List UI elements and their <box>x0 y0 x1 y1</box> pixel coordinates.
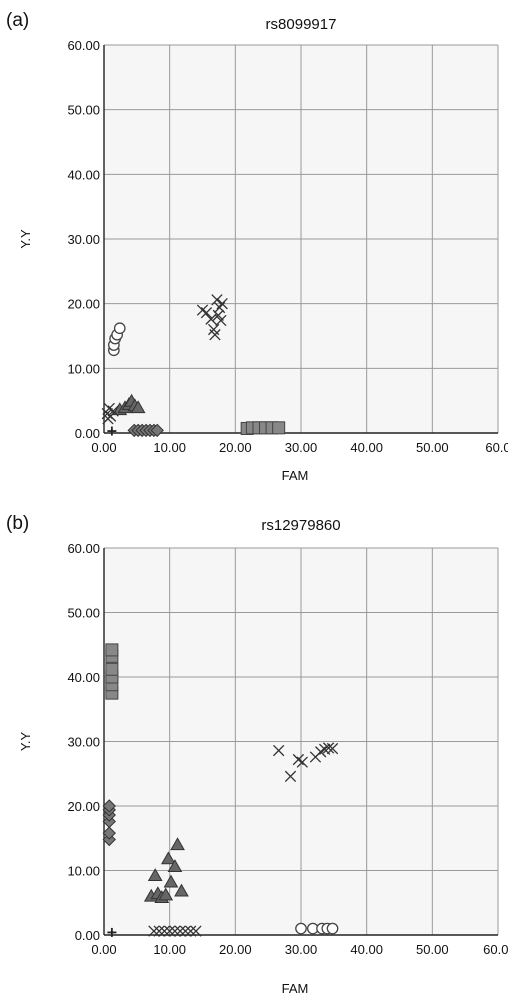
data-point-x <box>284 770 297 782</box>
y-tick-label: 60.00 <box>67 541 100 556</box>
data-point-x <box>179 925 192 937</box>
data-point-x <box>153 925 165 937</box>
x-tick-label: 60.0( <box>483 942 508 957</box>
data-point-x <box>215 314 227 327</box>
data-point-circle <box>295 922 307 935</box>
x-tick-label: 50.00 <box>416 942 449 957</box>
x-tick-label: 10.00 <box>153 440 186 455</box>
data-point-x <box>273 744 285 757</box>
data-point-triangle <box>174 883 189 897</box>
x-tick-label: 30.00 <box>285 440 318 455</box>
y-tick-label: 10.00 <box>67 864 100 879</box>
series-diamond <box>127 423 164 438</box>
data-point-square <box>272 421 286 435</box>
data-point-triangle <box>130 400 146 414</box>
chart-panel-a: (a) 0.00 10.00 20.00 30.00 40.00 50.00 60.0 0.0… <box>6 10 508 483</box>
data-point-x <box>211 294 223 306</box>
panel-label: (b) <box>6 513 30 534</box>
x-tick-label: 10.00 <box>153 942 186 957</box>
data-points <box>101 294 286 438</box>
y-tick-label: 40.00 <box>67 167 100 182</box>
data-point-x <box>148 925 160 937</box>
data-point-square <box>105 643 119 657</box>
x-tick-label: 40.00 <box>350 440 383 455</box>
data-point-x <box>205 313 217 325</box>
chart-title: rs12979860 <box>261 517 340 534</box>
x-tick-label: 0.00 <box>91 942 116 957</box>
series-circle-open <box>108 322 126 357</box>
y-tick-label: 30.00 <box>67 735 100 750</box>
data-point-x <box>185 925 197 937</box>
series-plus <box>107 927 117 937</box>
data-point-diamond <box>102 826 116 840</box>
series-triangle <box>112 393 146 416</box>
data-point-x <box>200 307 213 319</box>
series-diamond <box>102 799 116 847</box>
data-point-x <box>107 405 119 417</box>
data-point-plus <box>107 426 117 436</box>
x-tick-label: 50.00 <box>416 440 449 455</box>
data-point-circle <box>113 322 126 335</box>
data-point-x <box>322 742 335 754</box>
data-point-x <box>209 329 221 341</box>
data-point-circle <box>326 922 339 935</box>
y-tick-label: 0.00 <box>75 426 100 441</box>
data-point-diamond <box>150 423 164 438</box>
y-tick-label: 20.00 <box>67 297 100 312</box>
x-tick-label: 20.00 <box>219 942 252 957</box>
y-tick-label: 0.00 <box>75 928 100 943</box>
data-point-triangle <box>167 859 183 873</box>
data-point-triangle <box>170 837 185 851</box>
data-point-x <box>169 925 181 937</box>
y-tick-label: 30.00 <box>67 232 100 247</box>
chart-panel-b: (b) 0.0010.0020.0030.0040.0050.0060.0(0.… <box>0 503 508 1006</box>
x-tick-label: 60.0 <box>485 440 508 455</box>
x-axis-label: FAM <box>282 468 309 483</box>
y-tick-label: 20.00 <box>67 799 100 814</box>
scatter-chart: 0.00 10.00 20.00 30.00 40.00 50.00 60.0( 0.00 10… <box>18 517 508 996</box>
y-axis-label: Y.Y <box>18 732 33 752</box>
scatter-chart: 0.00 10.00 20.00 30.00 40.00 50.00 60.0 0.00 10.… <box>18 16 508 483</box>
data-point-triangle <box>163 874 179 888</box>
data-point-x <box>326 742 339 755</box>
series-x <box>148 925 202 937</box>
data-point-plus <box>107 927 117 937</box>
chart-title: rs8099917 <box>266 16 337 33</box>
data-point-diamond <box>102 799 116 813</box>
x-tick-label: 40.00 <box>350 942 383 957</box>
x-tick-label: 0.00 <box>91 440 116 455</box>
series-triangle <box>143 837 189 903</box>
data-point-triangle <box>147 868 163 882</box>
y-tick-label: 10.00 <box>67 361 100 376</box>
data-point-square <box>105 662 119 676</box>
series-circle-open <box>295 922 339 935</box>
data-point-x <box>102 413 114 425</box>
series-x <box>101 402 119 425</box>
y-tick-label: 40.00 <box>67 670 100 685</box>
x-axis-label: FAM <box>282 981 309 996</box>
data-point-x <box>164 925 176 937</box>
data-point-x <box>296 756 308 768</box>
x-tick-label: 20.00 <box>219 440 252 455</box>
panel-label: (a) <box>6 10 30 31</box>
data-point-x <box>190 925 202 937</box>
data-points <box>102 643 339 937</box>
x-tick-label: 30.00 <box>285 942 318 957</box>
y-tick-label: 50.00 <box>67 103 100 118</box>
series-x <box>196 294 228 341</box>
data-point-x <box>158 925 171 937</box>
data-point-x <box>174 925 186 937</box>
series-square <box>105 643 119 700</box>
series-x <box>273 742 339 782</box>
series-square <box>240 421 286 435</box>
data-point-triangle <box>158 887 174 901</box>
series-plus <box>107 426 117 436</box>
data-point-x <box>216 298 228 310</box>
y-tick-label: 60.00 <box>67 38 100 53</box>
y-axis-label: Y.Y <box>18 229 33 249</box>
y-tick-label: 50.00 <box>67 606 100 621</box>
data-point-triangle <box>160 851 176 865</box>
